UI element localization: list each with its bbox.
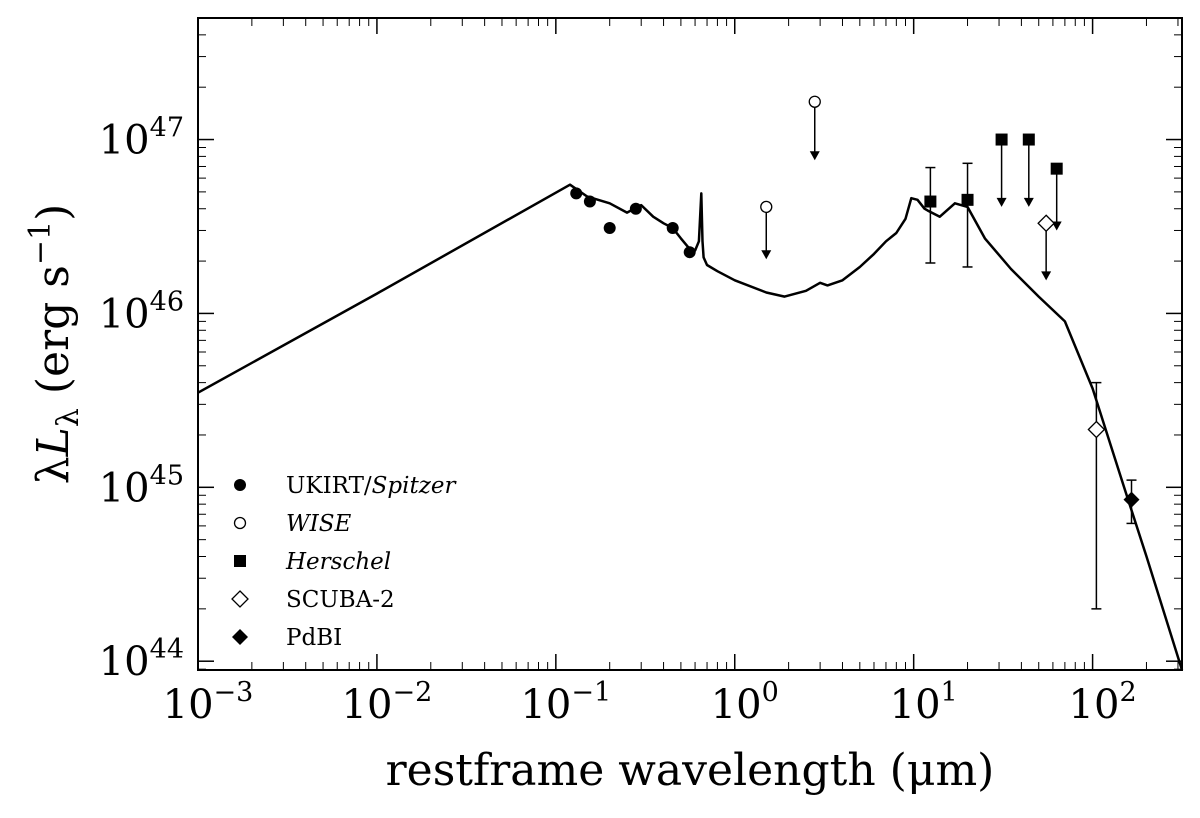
legend-marker bbox=[234, 479, 246, 491]
legend-label: UKIRT/Spitzer bbox=[286, 473, 457, 499]
x-tick-label: 10−1 bbox=[520, 677, 611, 728]
x-tick-label: 100 bbox=[711, 677, 779, 728]
herschel-point bbox=[961, 193, 974, 206]
plot-frame bbox=[197, 17, 1183, 671]
upper-limit-arrow bbox=[1023, 197, 1034, 207]
herschel-point bbox=[1022, 133, 1035, 146]
x-tick-label: 101 bbox=[890, 677, 958, 728]
legend-marker bbox=[232, 629, 248, 645]
upper-limit-arrow bbox=[809, 151, 820, 161]
ukirt-spitzer-point bbox=[570, 187, 583, 200]
herschel-point bbox=[995, 133, 1008, 146]
legend-marker bbox=[231, 590, 249, 608]
axis-ticks bbox=[197, 18, 1182, 670]
upper-limit-arrow bbox=[1041, 271, 1052, 281]
legend-marker bbox=[233, 516, 247, 530]
data-points-group bbox=[570, 95, 1140, 610]
x-tick-label: 10−2 bbox=[342, 677, 433, 728]
y-axis-label: λLλ (erg s−1) bbox=[23, 204, 86, 485]
x-tick-label: 102 bbox=[1069, 677, 1137, 728]
model-sed-curve bbox=[197, 183, 1184, 671]
legend: UKIRT/Spitzer WISE Herschel SCUBA-2 PdBI bbox=[231, 473, 457, 651]
upper-limit-arrow bbox=[996, 197, 1007, 207]
legend-label: SCUBA-2 bbox=[286, 587, 395, 613]
y-tick-label: 1045 bbox=[99, 460, 184, 511]
pdbi-point bbox=[1123, 491, 1140, 508]
ukirt-spitzer-point bbox=[629, 202, 642, 215]
ukirt-spitzer-point bbox=[666, 221, 679, 234]
x-tick-label: 10−3 bbox=[163, 677, 254, 728]
ukirt-spitzer-point bbox=[603, 221, 616, 234]
plot-area bbox=[197, 17, 1184, 671]
legend-label: WISE bbox=[286, 511, 351, 537]
ukirt-spitzer-point bbox=[683, 246, 696, 259]
legend-label: PdBI bbox=[286, 625, 342, 651]
y-tick-label: 1044 bbox=[99, 634, 184, 685]
herschel-point bbox=[924, 195, 937, 208]
y-tick-label: 1046 bbox=[99, 286, 184, 337]
legend-marker bbox=[234, 555, 246, 567]
herschel-point bbox=[1050, 162, 1063, 175]
model-curve-group bbox=[197, 183, 1184, 671]
scuba-2-point bbox=[1087, 420, 1106, 439]
legend-label: Herschel bbox=[285, 549, 391, 575]
upper-limit-arrow bbox=[761, 250, 772, 260]
scuba-2-point bbox=[1037, 214, 1056, 233]
wise-point bbox=[760, 200, 773, 214]
y-tick-label: 1047 bbox=[99, 113, 184, 164]
x-tick-labels: 10−3 10−2 10−1 100 101 102 bbox=[163, 677, 1137, 728]
y-tick-labels: 1044 1045 1046 1047 bbox=[99, 113, 184, 686]
x-axis-label: restframe wavelength (μm) bbox=[386, 745, 995, 796]
wise-point bbox=[808, 95, 821, 108]
ukirt-spitzer-point bbox=[583, 195, 596, 208]
